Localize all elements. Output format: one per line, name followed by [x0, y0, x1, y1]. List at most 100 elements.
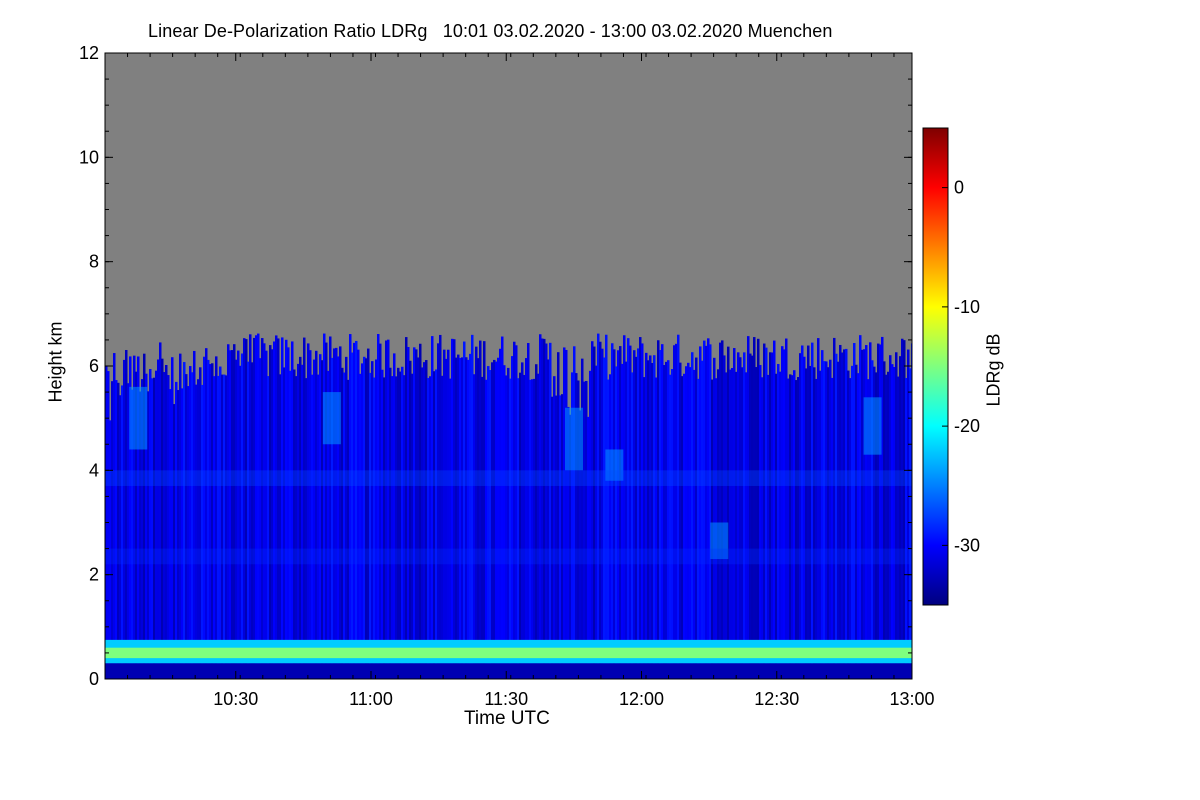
cloud-column: [751, 355, 754, 679]
y-axis-label: Height km: [45, 321, 66, 403]
cloud-column: [167, 375, 170, 679]
cloud-column: [229, 350, 232, 679]
cloud-column: [321, 360, 324, 679]
cloud-column: [189, 366, 192, 679]
chart-title: Linear De-Polarization Ratio LDRg 10:01 …: [148, 21, 833, 41]
cloud-column: [317, 374, 320, 679]
cloud-column: [737, 352, 740, 679]
cloud-column: [845, 348, 848, 679]
cloud-column: [841, 352, 844, 679]
cloud-column: [297, 363, 300, 679]
cloud-column: [723, 355, 726, 679]
cloud-column: [889, 355, 892, 679]
cloud-column: [817, 338, 820, 679]
cloud-column: [837, 361, 840, 679]
cloud-column: [203, 356, 206, 679]
cloud-column: [699, 346, 702, 679]
cloud-column: [245, 339, 248, 679]
cloud-column: [143, 353, 146, 679]
cloud-column: [387, 339, 390, 679]
cloud-column: [519, 372, 522, 679]
cloud-column: [775, 373, 778, 679]
layer-band: [105, 470, 912, 486]
cloud-column: [133, 355, 136, 679]
cloud-column: [657, 340, 660, 679]
cloud-column: [671, 369, 674, 679]
cloud-column: [497, 357, 500, 679]
x-tick-label: 11:00: [349, 689, 393, 709]
cloud-column: [693, 369, 696, 679]
cloud-column: [847, 370, 850, 679]
cloud-column: [187, 386, 190, 679]
cloud-column: [781, 346, 784, 679]
cloud-column: [301, 364, 304, 679]
cloud-column: [275, 335, 278, 679]
cloud-column: [491, 362, 494, 679]
cloud-column: [453, 339, 456, 679]
colorbar-tick-label: -30: [954, 535, 980, 555]
cloud-column: [897, 376, 900, 679]
cloud-column: [741, 367, 744, 679]
fall-streak: [129, 386, 148, 450]
cloud-column: [123, 359, 126, 679]
cloud-column: [819, 370, 822, 679]
cloud-column: [855, 364, 858, 679]
cloud-column: [503, 365, 506, 679]
cloud-column: [217, 375, 220, 679]
cloud-column: [513, 341, 516, 679]
cloud-column: [643, 377, 646, 679]
cloud-column: [247, 361, 250, 679]
cloud-column: [241, 353, 244, 679]
cloud-column: [311, 374, 314, 679]
cloud-column: [731, 368, 734, 679]
cloud-column: [285, 339, 288, 679]
cloud-column: [371, 361, 374, 679]
cloud-column: [587, 416, 590, 679]
cloud-column: [211, 363, 214, 679]
cloud-column: [331, 357, 334, 679]
cloud-column: [259, 358, 262, 679]
cloud-column: [323, 333, 326, 679]
cloud-column: [429, 376, 432, 679]
plot-area: [104, 52, 913, 680]
cloud-column: [411, 373, 414, 679]
cloud-column: [337, 356, 340, 679]
cloud-column: [151, 378, 154, 679]
cloud-column: [793, 370, 796, 679]
cloud-column: [795, 380, 798, 679]
cloud-column: [505, 375, 508, 679]
cloud-column: [879, 344, 882, 679]
cloud-column: [901, 338, 904, 679]
cloud-column: [177, 390, 180, 679]
cloud-column: [345, 356, 348, 679]
y-tick-label: 6: [89, 356, 99, 376]
cloud-column: [483, 341, 486, 679]
cloud-column: [895, 352, 898, 679]
cloud-column: [727, 346, 730, 679]
cloud-column: [851, 365, 854, 679]
cloud-column: [413, 347, 416, 679]
cloud-column: [209, 364, 212, 679]
cloud-column: [689, 367, 692, 679]
cloud-column: [383, 377, 386, 679]
cloud-column: [593, 346, 596, 679]
cloud-column: [719, 342, 722, 679]
cloud-column: [555, 395, 558, 679]
y-tick-label: 0: [89, 669, 99, 689]
cloud-column: [875, 372, 878, 679]
cloud-column: [569, 414, 572, 679]
cloud-column: [377, 334, 380, 679]
cloud-column: [427, 377, 430, 679]
cloud-column: [563, 347, 566, 679]
cloud-column: [471, 334, 474, 679]
cloud-column: [457, 354, 460, 679]
cloud-column: [309, 350, 312, 679]
cloud-column: [165, 364, 168, 679]
cloud-column: [645, 352, 648, 679]
cloud-column: [299, 356, 302, 679]
cloud-column: [375, 359, 378, 679]
cloud-column: [893, 366, 896, 679]
cloud-column: [191, 372, 194, 679]
cloud-column: [181, 388, 184, 679]
